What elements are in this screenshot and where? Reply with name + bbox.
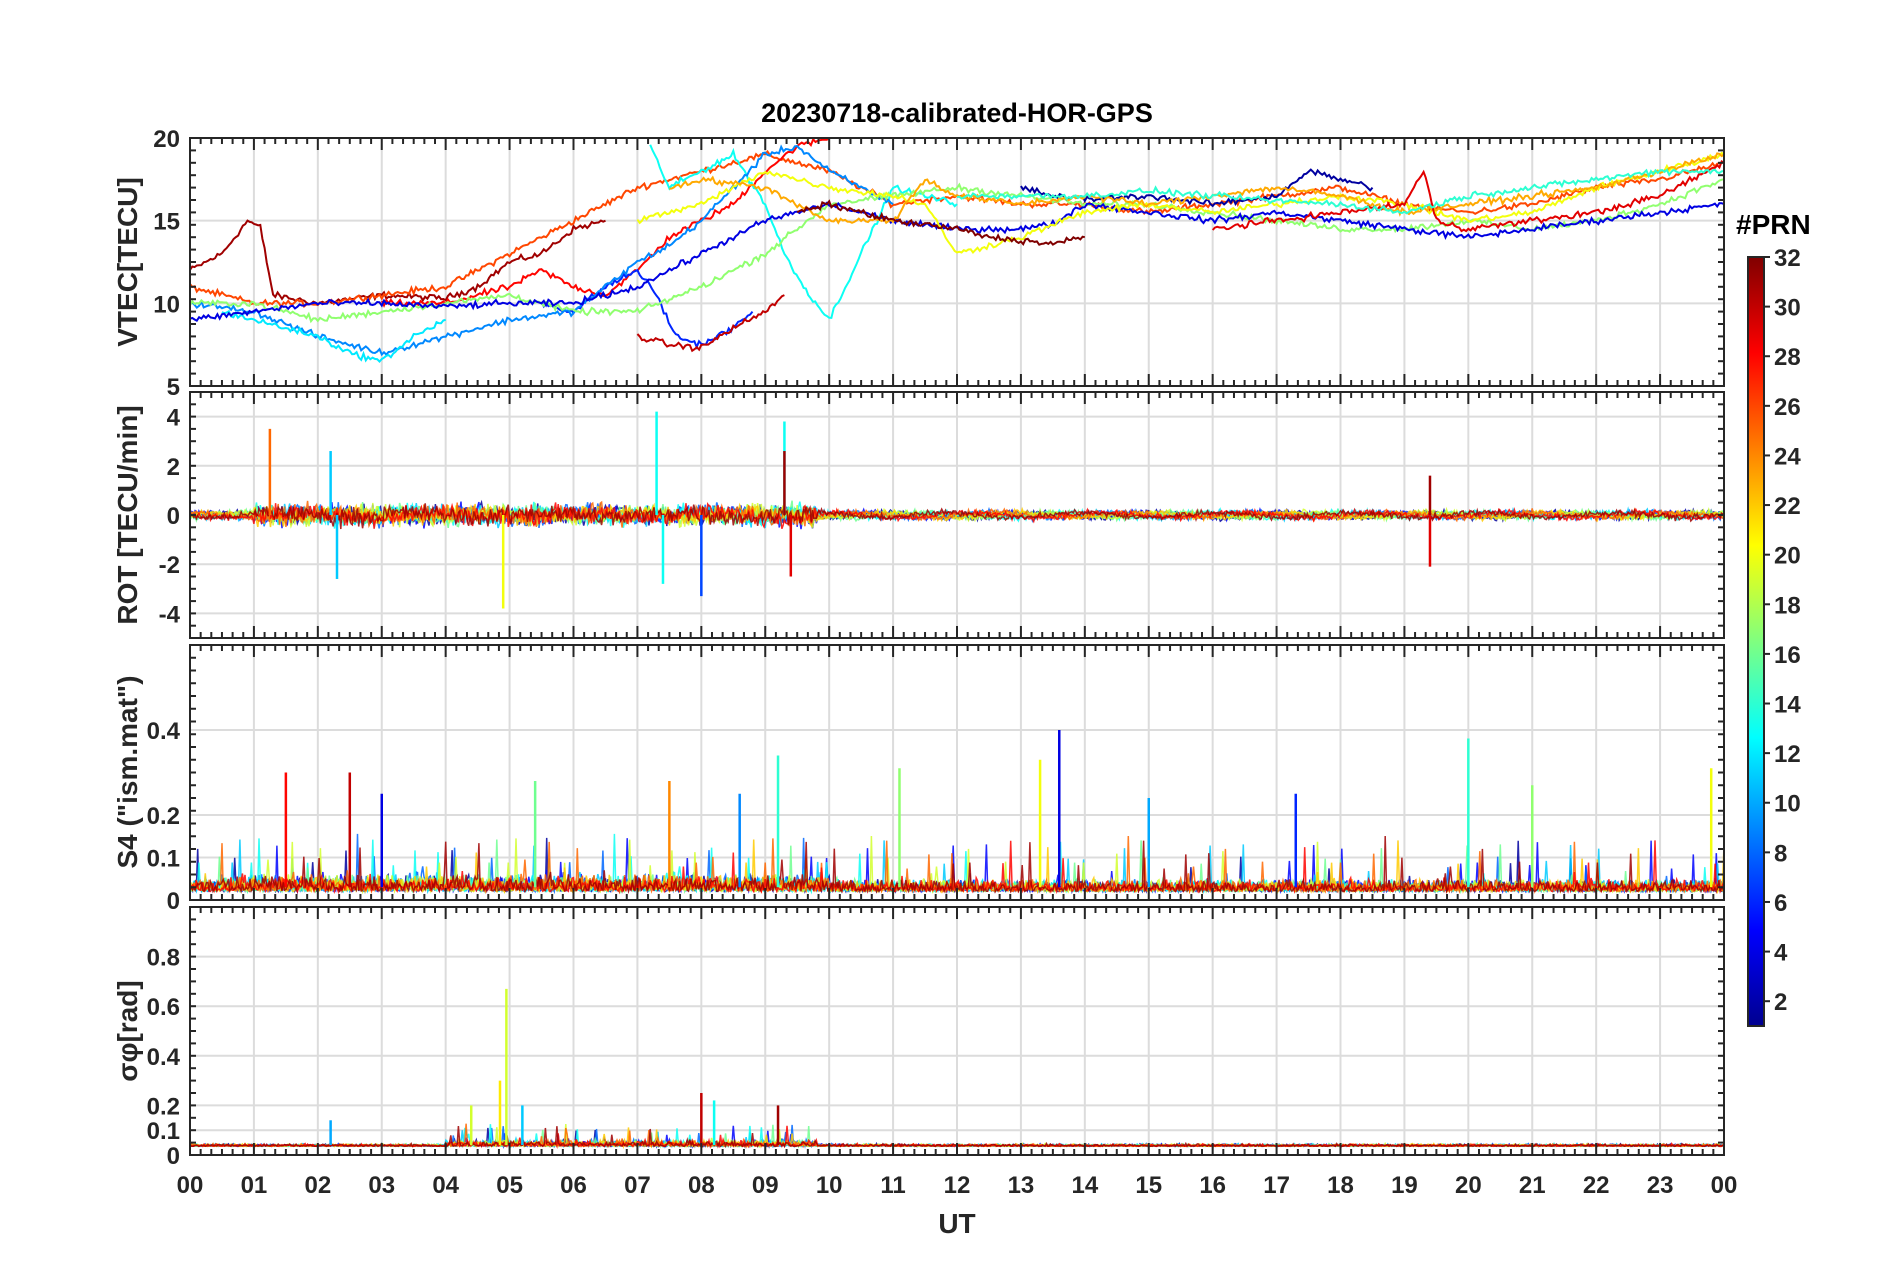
x-tick-label: 20 bbox=[1455, 1172, 1482, 1199]
y-tick-label: 5 bbox=[167, 374, 180, 401]
y-axis-title: S4 ("ism.mat") bbox=[112, 675, 143, 868]
chart-title: 20230718-calibrated-HOR-GPS bbox=[761, 98, 1153, 128]
x-tick-label: 16 bbox=[1199, 1172, 1226, 1199]
colorbar-gradient bbox=[1747, 256, 1765, 1027]
x-axis-title: UT bbox=[938, 1208, 975, 1239]
panel-4: 00.10.2 0.4 0.6 0.8σφ[rad] bbox=[112, 906, 1725, 1170]
colorbar-tick-label: 20 bbox=[1774, 543, 1801, 570]
x-tick-label: 09 bbox=[752, 1172, 779, 1199]
colorbar-tick-label: 10 bbox=[1774, 791, 1801, 818]
series-line-prn-29 bbox=[1211, 160, 1724, 233]
series-line-prn-23 bbox=[669, 152, 1724, 225]
y-tick-label: -2 bbox=[159, 552, 180, 579]
y-tick-label: 0.4 bbox=[147, 718, 181, 745]
series-line-prn-20 bbox=[636, 151, 1724, 255]
colorbar-tick-label: 18 bbox=[1774, 592, 1801, 619]
data-layer bbox=[190, 411, 1724, 609]
x-tick-label: 12 bbox=[944, 1172, 971, 1199]
x-tick-label: 05 bbox=[496, 1172, 523, 1199]
colorbar-title: #PRN bbox=[1736, 209, 1811, 240]
colorbar-tick-label: 22 bbox=[1774, 493, 1801, 520]
colorbar-tick-label: 6 bbox=[1774, 890, 1787, 917]
y-tick-label: 4 bbox=[167, 405, 181, 432]
colorbar-tick-label: 2 bbox=[1774, 989, 1787, 1016]
series-line-prn-32 bbox=[796, 199, 1086, 247]
colorbar-tick-label: 4 bbox=[1774, 940, 1788, 967]
x-tick-label: 01 bbox=[241, 1172, 268, 1199]
x-tick-label: 19 bbox=[1391, 1172, 1418, 1199]
panel-1: 5 10 15 20 VTEC[TECU] bbox=[112, 126, 1725, 401]
colorbar-tick-label: 8 bbox=[1774, 840, 1787, 867]
series-line-prn-17 bbox=[190, 178, 1724, 324]
y-axis-title: ROT [TECU/min] bbox=[112, 405, 143, 624]
y-tick-label: 0.2 bbox=[147, 803, 180, 830]
x-tick-label: 14 bbox=[1071, 1172, 1098, 1199]
y-tick-label: 0.8 bbox=[147, 945, 180, 972]
series-line-prn-12 bbox=[221, 309, 446, 363]
x-tick-label: 17 bbox=[1263, 1172, 1290, 1199]
x-tick-label: 13 bbox=[1008, 1172, 1035, 1199]
colorbar-tick-label: 12 bbox=[1774, 741, 1801, 768]
x-tick-label: 15 bbox=[1135, 1172, 1162, 1199]
colorbar-tick-label: 26 bbox=[1774, 394, 1801, 421]
y-tick-label: -4 bbox=[159, 601, 181, 628]
noise-trace-prn-31 bbox=[190, 503, 1724, 530]
colorbar-tick-label: 14 bbox=[1774, 692, 1801, 719]
colorbar-tick-label: 24 bbox=[1774, 443, 1801, 470]
x-tick-label: 23 bbox=[1647, 1172, 1674, 1199]
y-tick-label: 20 bbox=[153, 126, 180, 153]
x-tick-label: 00 bbox=[1711, 1172, 1738, 1199]
x-tick-label: 07 bbox=[624, 1172, 651, 1199]
series-line-prn-9 bbox=[190, 144, 894, 357]
x-tick-label: 00 bbox=[177, 1172, 204, 1199]
x-tick-label: 21 bbox=[1519, 1172, 1546, 1199]
x-tick-label: 11 bbox=[880, 1172, 905, 1199]
y-axis-title: σφ[rad] bbox=[112, 980, 143, 1081]
y-tick-label: 0.1 bbox=[147, 1118, 180, 1145]
y-tick-label: 2 bbox=[167, 454, 180, 481]
y-tick-label: 0.6 bbox=[147, 994, 180, 1021]
y-tick-label: 0.2 bbox=[147, 1093, 180, 1120]
x-tick-label: 10 bbox=[816, 1172, 843, 1199]
x-tick-label: 06 bbox=[560, 1172, 587, 1199]
panel-3: 0 0.1 0.2 0.4S4 ("ism.mat") bbox=[112, 644, 1725, 915]
colorbar-tick-label: 30 bbox=[1774, 295, 1801, 322]
y-tick-label: 0.4 bbox=[147, 1044, 181, 1071]
colorbar-tick-label: 16 bbox=[1774, 642, 1801, 669]
y-tick-label: 0 bbox=[167, 888, 180, 915]
series-line-prn-13 bbox=[649, 144, 958, 319]
series-line-prn-14 bbox=[956, 168, 1724, 215]
series-line-prn-31 bbox=[190, 219, 606, 306]
y-axis-title: VTEC[TECU] bbox=[112, 177, 143, 347]
y-tick-label: 10 bbox=[153, 291, 180, 318]
x-tick-label: 18 bbox=[1327, 1172, 1354, 1199]
series-line-prn-30 bbox=[636, 294, 785, 353]
panel-2: -4 -2 0 2 4 ROT [TECU/min] bbox=[112, 391, 1725, 639]
y-tick-label: 0.1 bbox=[147, 846, 180, 873]
y-tick-label: 0 bbox=[167, 1143, 180, 1170]
y-tick-label: 15 bbox=[153, 209, 180, 236]
x-tick-label: 03 bbox=[368, 1172, 395, 1199]
x-tick-label: 08 bbox=[688, 1172, 715, 1199]
data-layer bbox=[190, 138, 1724, 363]
y-tick-label: 0 bbox=[167, 503, 180, 530]
colorbar-tick-label: 32 bbox=[1774, 245, 1801, 272]
colorbar-tick-label: 28 bbox=[1774, 344, 1801, 371]
x-tick-label: 04 bbox=[432, 1172, 459, 1199]
x-tick-label: 02 bbox=[304, 1172, 331, 1199]
x-tick-label: 22 bbox=[1583, 1172, 1610, 1199]
